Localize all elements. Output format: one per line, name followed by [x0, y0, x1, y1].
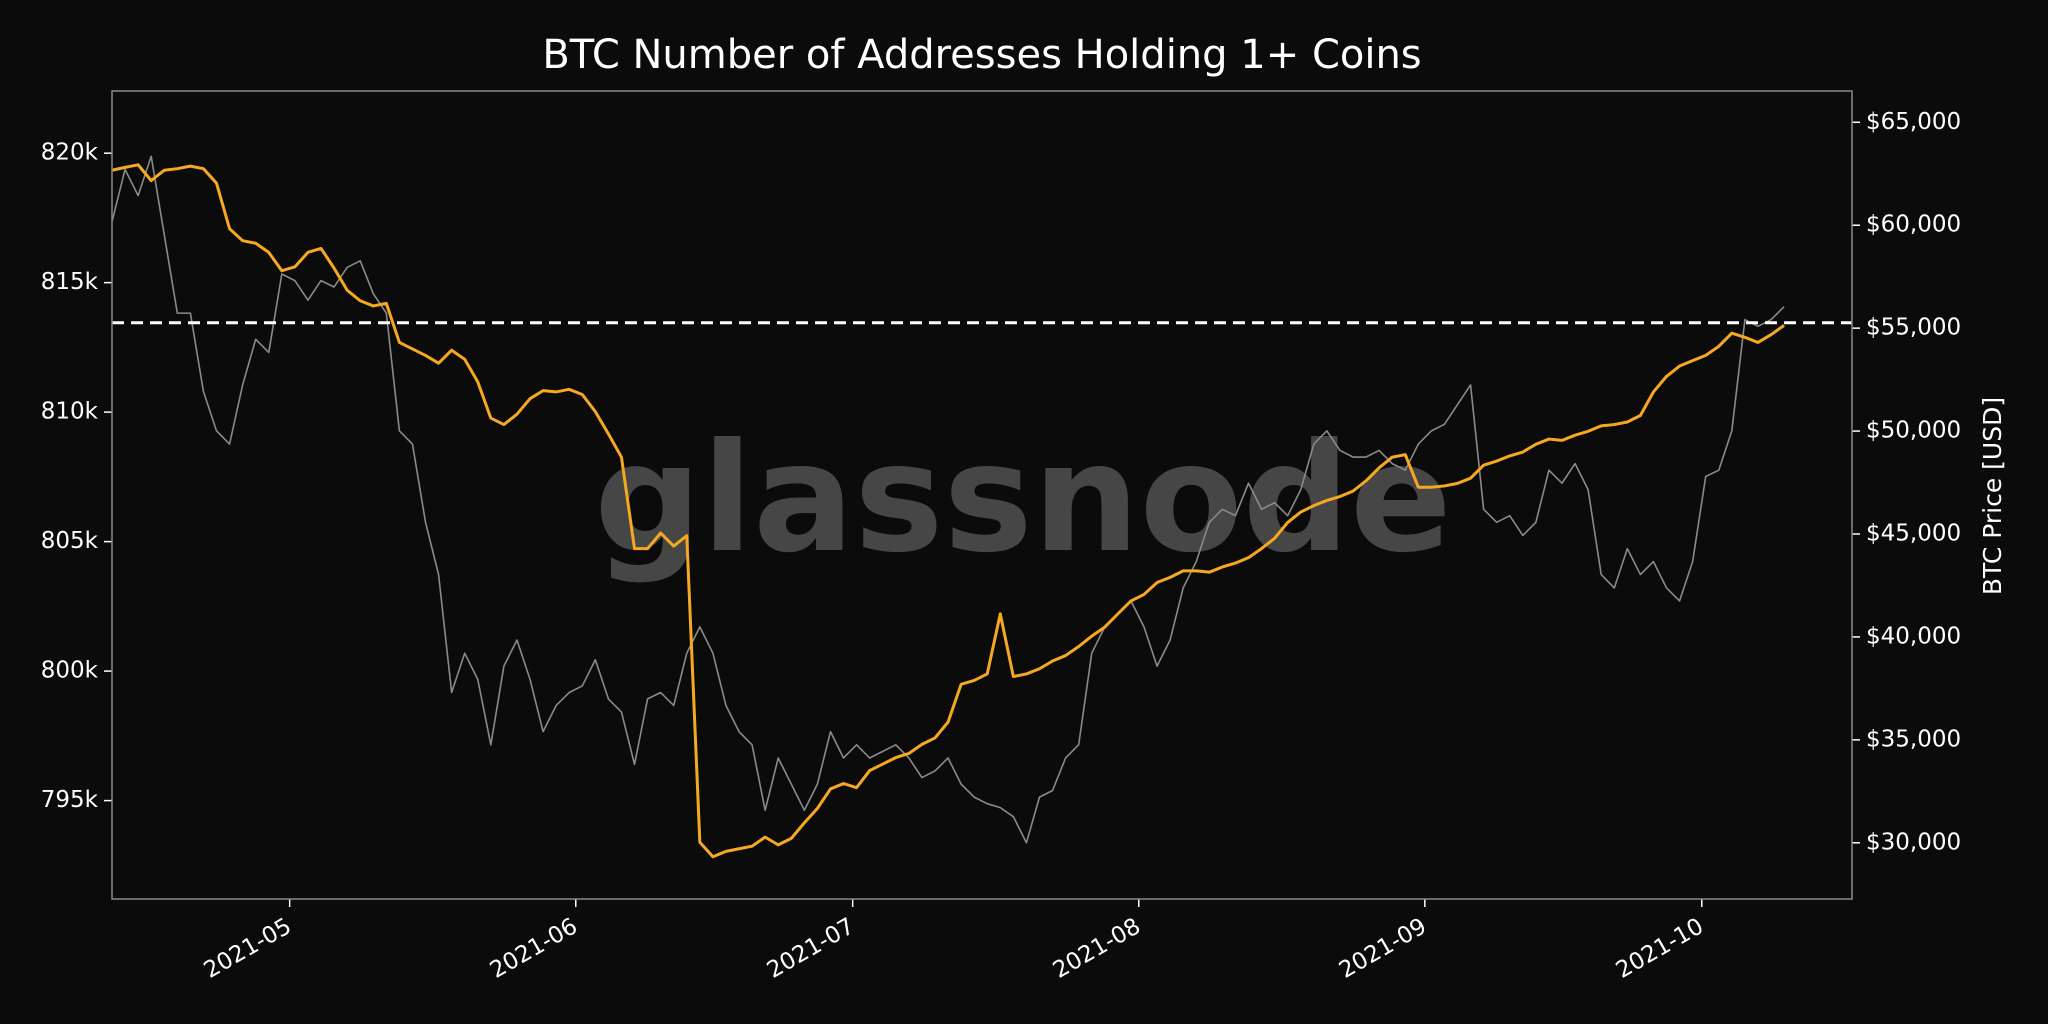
- y-tick-label: 805k: [41, 528, 99, 554]
- price-line: [111, 155, 1785, 844]
- y2-tick-label: $45,000: [1866, 521, 1961, 547]
- y2-tick-label: $60,000: [1866, 212, 1961, 238]
- y-tick-label: 810k: [41, 399, 99, 425]
- y2-tick-label: $50,000: [1866, 418, 1961, 444]
- y-tick-label: 795k: [41, 787, 99, 813]
- y2-tick-label: $55,000: [1866, 315, 1961, 341]
- plot-frame: [111, 90, 1853, 900]
- watermark: glassnode: [594, 412, 1452, 586]
- y-tick-label: 820k: [41, 140, 99, 166]
- chart-title: BTC Number of Addresses Holding 1+ Coins: [542, 32, 1421, 78]
- y2-tick-label: $30,000: [1866, 829, 1961, 855]
- y2-tick-label: $35,000: [1866, 726, 1961, 752]
- y-tick-label: 800k: [41, 658, 99, 684]
- y2-axis-label: BTC Price [USD]: [1978, 397, 2007, 595]
- y-tick-label: 815k: [41, 269, 99, 295]
- address-line: [111, 163, 1785, 859]
- y2-tick-label: $65,000: [1866, 109, 1961, 135]
- y2-tick-label: $40,000: [1866, 623, 1961, 649]
